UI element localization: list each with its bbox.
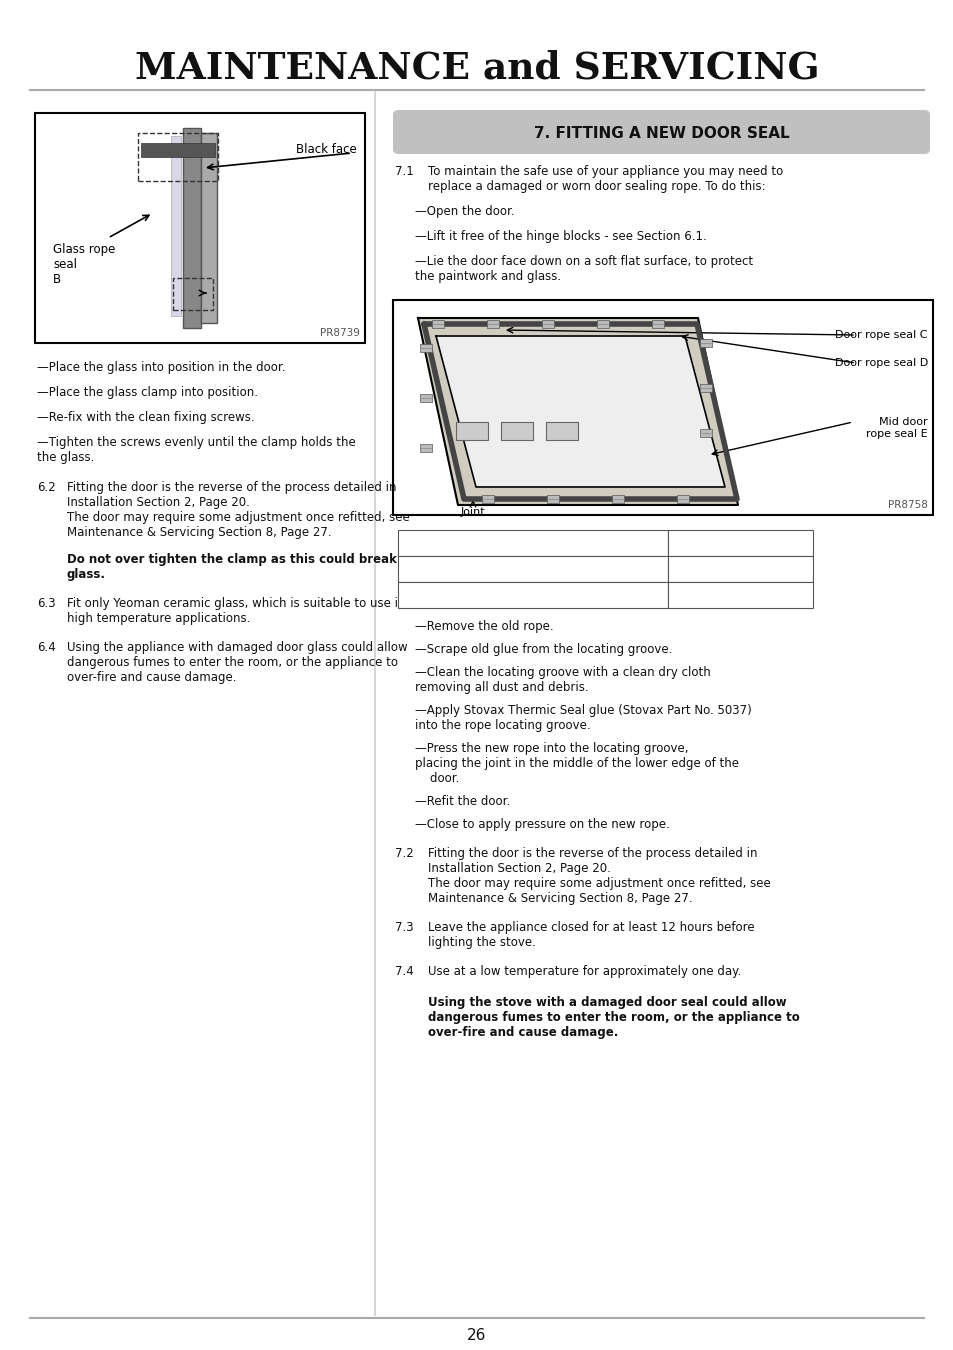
Bar xyxy=(667,556,812,582)
Bar xyxy=(35,113,365,343)
Text: Mid door
rope seal E: Mid door rope seal E xyxy=(865,417,927,439)
Bar xyxy=(419,344,432,352)
Text: PR8758: PR8758 xyxy=(887,500,927,510)
Text: —Lie the door face down on a soft flat surface, to protect
the paintwork and gla: —Lie the door face down on a soft flat s… xyxy=(415,255,752,284)
Text: —Remove the old rope.: —Remove the old rope. xyxy=(415,620,553,633)
Text: 26: 26 xyxy=(467,1328,486,1343)
Bar xyxy=(419,444,432,452)
Bar xyxy=(546,495,558,504)
Text: —Apply Stovax Thermic Seal glue (Stovax Part No. 5037)
into the rope locating gr: —Apply Stovax Thermic Seal glue (Stovax … xyxy=(415,703,751,732)
Bar xyxy=(597,320,608,328)
Text: Using the stove with a damaged door seal could allow
dangerous fumes to enter th: Using the stove with a damaged door seal… xyxy=(428,996,799,1040)
Polygon shape xyxy=(436,336,724,487)
Text: 6.4: 6.4 xyxy=(37,641,55,653)
Text: —Open the door.: —Open the door. xyxy=(415,205,514,217)
Text: 7.3: 7.3 xyxy=(395,921,414,934)
Bar xyxy=(171,136,181,316)
Bar xyxy=(651,320,663,328)
Bar xyxy=(141,143,214,157)
Text: Leave the appliance closed for at least 12 hours before
lighting the stove.: Leave the appliance closed for at least … xyxy=(428,921,754,949)
Text: —Place the glass clamp into position.: —Place the glass clamp into position. xyxy=(37,386,257,400)
Text: —Refit the door.: —Refit the door. xyxy=(415,795,510,809)
Text: —Tighten the screws evenly until the clamp holds the
the glass.: —Tighten the screws evenly until the cla… xyxy=(37,436,355,464)
Text: 7. FITTING A NEW DOOR SEAL: 7. FITTING A NEW DOOR SEAL xyxy=(533,127,788,142)
Bar xyxy=(397,556,667,582)
Text: 1070: 1070 xyxy=(725,564,755,578)
Text: Door rope seal C: Door rope seal C xyxy=(835,329,927,340)
Bar xyxy=(201,134,216,323)
Text: 170: 170 xyxy=(728,590,751,603)
Text: PR8739: PR8739 xyxy=(320,328,359,338)
Text: Fitting the door is the reverse of the process detailed in
Installation Section : Fitting the door is the reverse of the p… xyxy=(67,481,410,539)
Text: —Clean the locating groove with a clean dry cloth
removing all dust and debris.: —Clean the locating groove with a clean … xyxy=(415,666,710,694)
Text: Use at a low temperature for approximately one day.: Use at a low temperature for approximate… xyxy=(428,965,740,977)
Text: Do not over tighten the clamp as this could break the
glass.: Do not over tighten the clamp as this co… xyxy=(67,554,422,580)
Text: —Press the new rope into the locating groove,
placing the joint in the middle of: —Press the new rope into the locating gr… xyxy=(415,743,739,784)
Bar xyxy=(612,495,623,504)
Bar xyxy=(667,531,812,556)
Bar xyxy=(486,320,498,328)
Bar xyxy=(138,134,218,181)
Bar xyxy=(541,320,554,328)
Text: —Lift it free of the hinge blocks - see Section 6.1.: —Lift it free of the hinge blocks - see … xyxy=(415,230,706,243)
Bar xyxy=(397,582,667,608)
Text: Glass rope
seal
B: Glass rope seal B xyxy=(53,243,115,286)
Bar xyxy=(432,320,443,328)
Text: 7.1: 7.1 xyxy=(395,165,414,178)
Text: Door rope seal C: Door rope seal C xyxy=(483,564,581,578)
Text: —Place the glass into position in the door.: —Place the glass into position in the do… xyxy=(37,360,285,374)
Bar xyxy=(393,300,932,514)
Text: Seal: Seal xyxy=(519,539,545,552)
Bar xyxy=(700,339,711,347)
Bar xyxy=(419,394,432,402)
Text: —Close to apply pressure on the new rope.: —Close to apply pressure on the new rope… xyxy=(415,818,669,832)
Text: Joint: Joint xyxy=(460,508,485,517)
Text: 6.2: 6.2 xyxy=(37,481,55,494)
Bar xyxy=(481,495,494,504)
Text: —Re-fix with the clean fixing screws.: —Re-fix with the clean fixing screws. xyxy=(37,410,254,424)
Text: Fit only Yeoman ceramic glass, which is suitable to use in
high temperature appl: Fit only Yeoman ceramic glass, which is … xyxy=(67,597,405,625)
Bar xyxy=(397,531,667,556)
FancyBboxPatch shape xyxy=(393,109,929,154)
Bar xyxy=(500,421,533,440)
Bar xyxy=(183,128,201,328)
Text: —Scrape old glue from the locating groove.: —Scrape old glue from the locating groov… xyxy=(415,643,672,656)
Bar xyxy=(700,429,711,437)
Bar xyxy=(677,495,688,504)
Text: Door rope seal D: Door rope seal D xyxy=(483,590,582,603)
Text: 7.2: 7.2 xyxy=(395,846,414,860)
Text: MAINTENANCE and SERVICING: MAINTENANCE and SERVICING xyxy=(134,50,819,86)
Text: Fitting the door is the reverse of the process detailed in
Installation Section : Fitting the door is the reverse of the p… xyxy=(428,846,770,905)
Text: 6.3: 6.3 xyxy=(37,597,55,610)
Polygon shape xyxy=(417,319,738,505)
Bar xyxy=(172,278,213,310)
Bar xyxy=(456,421,488,440)
Text: Black face: Black face xyxy=(296,143,356,157)
Text: Using the appliance with damaged door glass could allow
dangerous fumes to enter: Using the appliance with damaged door gl… xyxy=(67,641,407,684)
Bar xyxy=(545,421,578,440)
Text: 7.4: 7.4 xyxy=(395,965,414,977)
Text: Door rope seal D: Door rope seal D xyxy=(834,358,927,369)
Bar xyxy=(700,383,711,392)
Text: To maintain the safe use of your appliance you may need to
replace a damaged or : To maintain the safe use of your applian… xyxy=(428,165,782,193)
Text: Length (mm): Length (mm) xyxy=(701,539,778,552)
Bar xyxy=(667,582,812,608)
